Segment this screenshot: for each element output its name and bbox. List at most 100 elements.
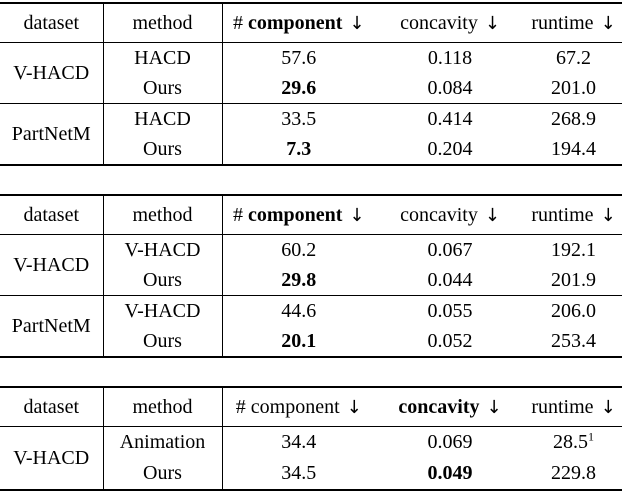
- col-header-concavity-label: concavity: [398, 395, 480, 418]
- component-cell: 20.1: [281, 329, 317, 352]
- runtime-cell: 229.8: [551, 462, 596, 484]
- component-cell: 29.6: [281, 76, 317, 99]
- dataset-cell: V-HACD: [0, 234, 104, 296]
- table-row: Ours 34.5 0.049 229.8: [0, 458, 622, 490]
- hash-symbol: #: [232, 11, 243, 34]
- col-header-method: method: [103, 387, 223, 427]
- header-row: dataset method # component ↓ concavity ↓…: [0, 387, 622, 427]
- runtime-cell: 192.1: [551, 238, 596, 261]
- dataset-cell: PartNetM: [0, 295, 104, 357]
- down-arrow-icon: ↓: [600, 204, 616, 226]
- table-row: PartNetM HACD 33.5 0.414 268.9: [0, 103, 622, 165]
- method-cell: V-HACD: [103, 234, 223, 265]
- concavity-cell: 0.055: [375, 295, 525, 326]
- method-cell: Ours: [103, 458, 223, 490]
- runtime-cell: 67.2: [556, 46, 591, 69]
- runtime-cell: 194.4: [551, 137, 596, 160]
- runtime-value: 28.5: [553, 431, 588, 453]
- dataset-cell: PartNetM: [0, 103, 104, 165]
- col-header-runtime: runtime ↓: [525, 195, 622, 235]
- footnote-marker: 1: [588, 429, 594, 444]
- hash-symbol: #: [232, 203, 243, 226]
- component-cell: 34.5: [281, 462, 317, 484]
- comparison-table-1: dataset method # component ↓ concavity ↓…: [0, 2, 622, 166]
- col-header-method: method: [103, 195, 223, 235]
- col-header-dataset: dataset: [0, 387, 104, 427]
- component-cell: 44.6: [222, 295, 375, 326]
- concavity-cell: 0.414: [375, 103, 525, 134]
- col-header-component: # component ↓: [222, 387, 375, 427]
- down-arrow-icon: ↓: [486, 396, 502, 418]
- table-row: Ours 29.8 0.044 201.9: [0, 265, 622, 296]
- method-cell: V-HACD: [103, 295, 223, 326]
- concavity-cell: 0.049: [427, 462, 473, 484]
- header-row: dataset method # component ↓ concavity ↓…: [0, 3, 622, 43]
- concavity-cell: 0.067: [427, 238, 473, 261]
- concavity-cell: 0.052: [427, 329, 473, 352]
- method-cell: HACD: [103, 42, 223, 73]
- concavity-cell: 0.118: [427, 46, 473, 69]
- concavity-cell: 0.044: [427, 268, 473, 291]
- col-header-component: # component ↓: [222, 195, 375, 235]
- method-cell: Ours: [103, 326, 223, 357]
- col-header-component: # component ↓: [222, 3, 375, 43]
- col-header-runtime-label: runtime: [531, 11, 594, 34]
- concavity-cell: 0.069: [427, 431, 473, 453]
- dataset-cell: V-HACD: [0, 426, 104, 490]
- method-cell: Ours: [103, 73, 223, 104]
- down-arrow-icon: ↓: [600, 12, 616, 34]
- col-header-runtime-label: runtime: [531, 203, 594, 226]
- col-header-concavity-label: concavity: [400, 203, 478, 226]
- col-header-component-label: component: [247, 203, 343, 226]
- col-header-concavity-label: concavity: [400, 11, 478, 34]
- col-header-concavity: concavity ↓: [375, 387, 525, 427]
- runtime-cell: 201.0: [551, 76, 596, 99]
- table-row: V-HACD HACD 57.6 0.118 67.2: [0, 42, 622, 104]
- down-arrow-icon: ↓: [600, 396, 616, 418]
- col-header-runtime-label: runtime: [531, 395, 594, 418]
- paper-page: dataset method # component ↓ concavity ↓…: [0, 2, 622, 491]
- method-cell: HACD: [103, 103, 223, 134]
- down-arrow-icon: ↓: [349, 204, 365, 226]
- component-cell: 57.6: [281, 46, 317, 69]
- comparison-table-2: dataset method # component ↓ concavity ↓…: [0, 194, 622, 358]
- component-cell: 7.3: [286, 137, 312, 160]
- col-header-runtime: runtime ↓: [525, 387, 622, 427]
- table-row: PartNetM V-HACD 44.6 0.055 206.0: [0, 295, 622, 357]
- col-header-component-label: component: [247, 11, 343, 34]
- table-row: Ours 7.3 0.204 194.4: [0, 134, 622, 165]
- method-cell: Animation: [103, 426, 223, 458]
- method-cell: Ours: [103, 134, 223, 165]
- component-cell: 33.5: [222, 103, 375, 134]
- col-header-component-label: component: [250, 395, 340, 418]
- runtime-cell: 28.51: [525, 427, 622, 459]
- col-header-dataset: dataset: [0, 195, 104, 235]
- table-row: V-HACD V-HACD 60.2 0.067 192.1: [0, 234, 622, 296]
- runtime-cell: 206.0: [525, 295, 622, 326]
- runtime-cell: 201.9: [551, 268, 596, 291]
- component-cell: 34.4: [281, 431, 317, 453]
- dataset-cell: V-HACD: [0, 42, 104, 104]
- runtime-cell: 268.9: [525, 103, 622, 134]
- col-header-runtime: runtime ↓: [525, 3, 622, 43]
- comparison-table-3: dataset method # component ↓ concavity ↓…: [0, 386, 622, 491]
- hash-symbol: #: [235, 395, 246, 418]
- method-cell: Ours: [103, 265, 223, 296]
- down-arrow-icon: ↓: [484, 12, 500, 34]
- down-arrow-icon: ↓: [484, 204, 500, 226]
- header-row: dataset method # component ↓ concavity ↓…: [0, 195, 622, 235]
- runtime-cell: 253.4: [551, 329, 596, 352]
- down-arrow-icon: ↓: [346, 396, 362, 418]
- concavity-cell: 0.084: [427, 76, 473, 99]
- col-header-dataset: dataset: [0, 3, 104, 43]
- concavity-cell: 0.204: [427, 137, 473, 160]
- col-header-concavity: concavity ↓: [375, 3, 525, 43]
- table-row: Ours 29.6 0.084 201.0: [0, 73, 622, 104]
- component-cell: 60.2: [281, 238, 317, 261]
- table-row: Ours 20.1 0.052 253.4: [0, 326, 622, 357]
- down-arrow-icon: ↓: [349, 12, 365, 34]
- col-header-method: method: [103, 3, 223, 43]
- component-cell: 29.8: [281, 268, 317, 291]
- table-row: V-HACD Animation 34.4 0.069 28.51: [0, 426, 622, 490]
- col-header-concavity: concavity ↓: [375, 195, 525, 235]
